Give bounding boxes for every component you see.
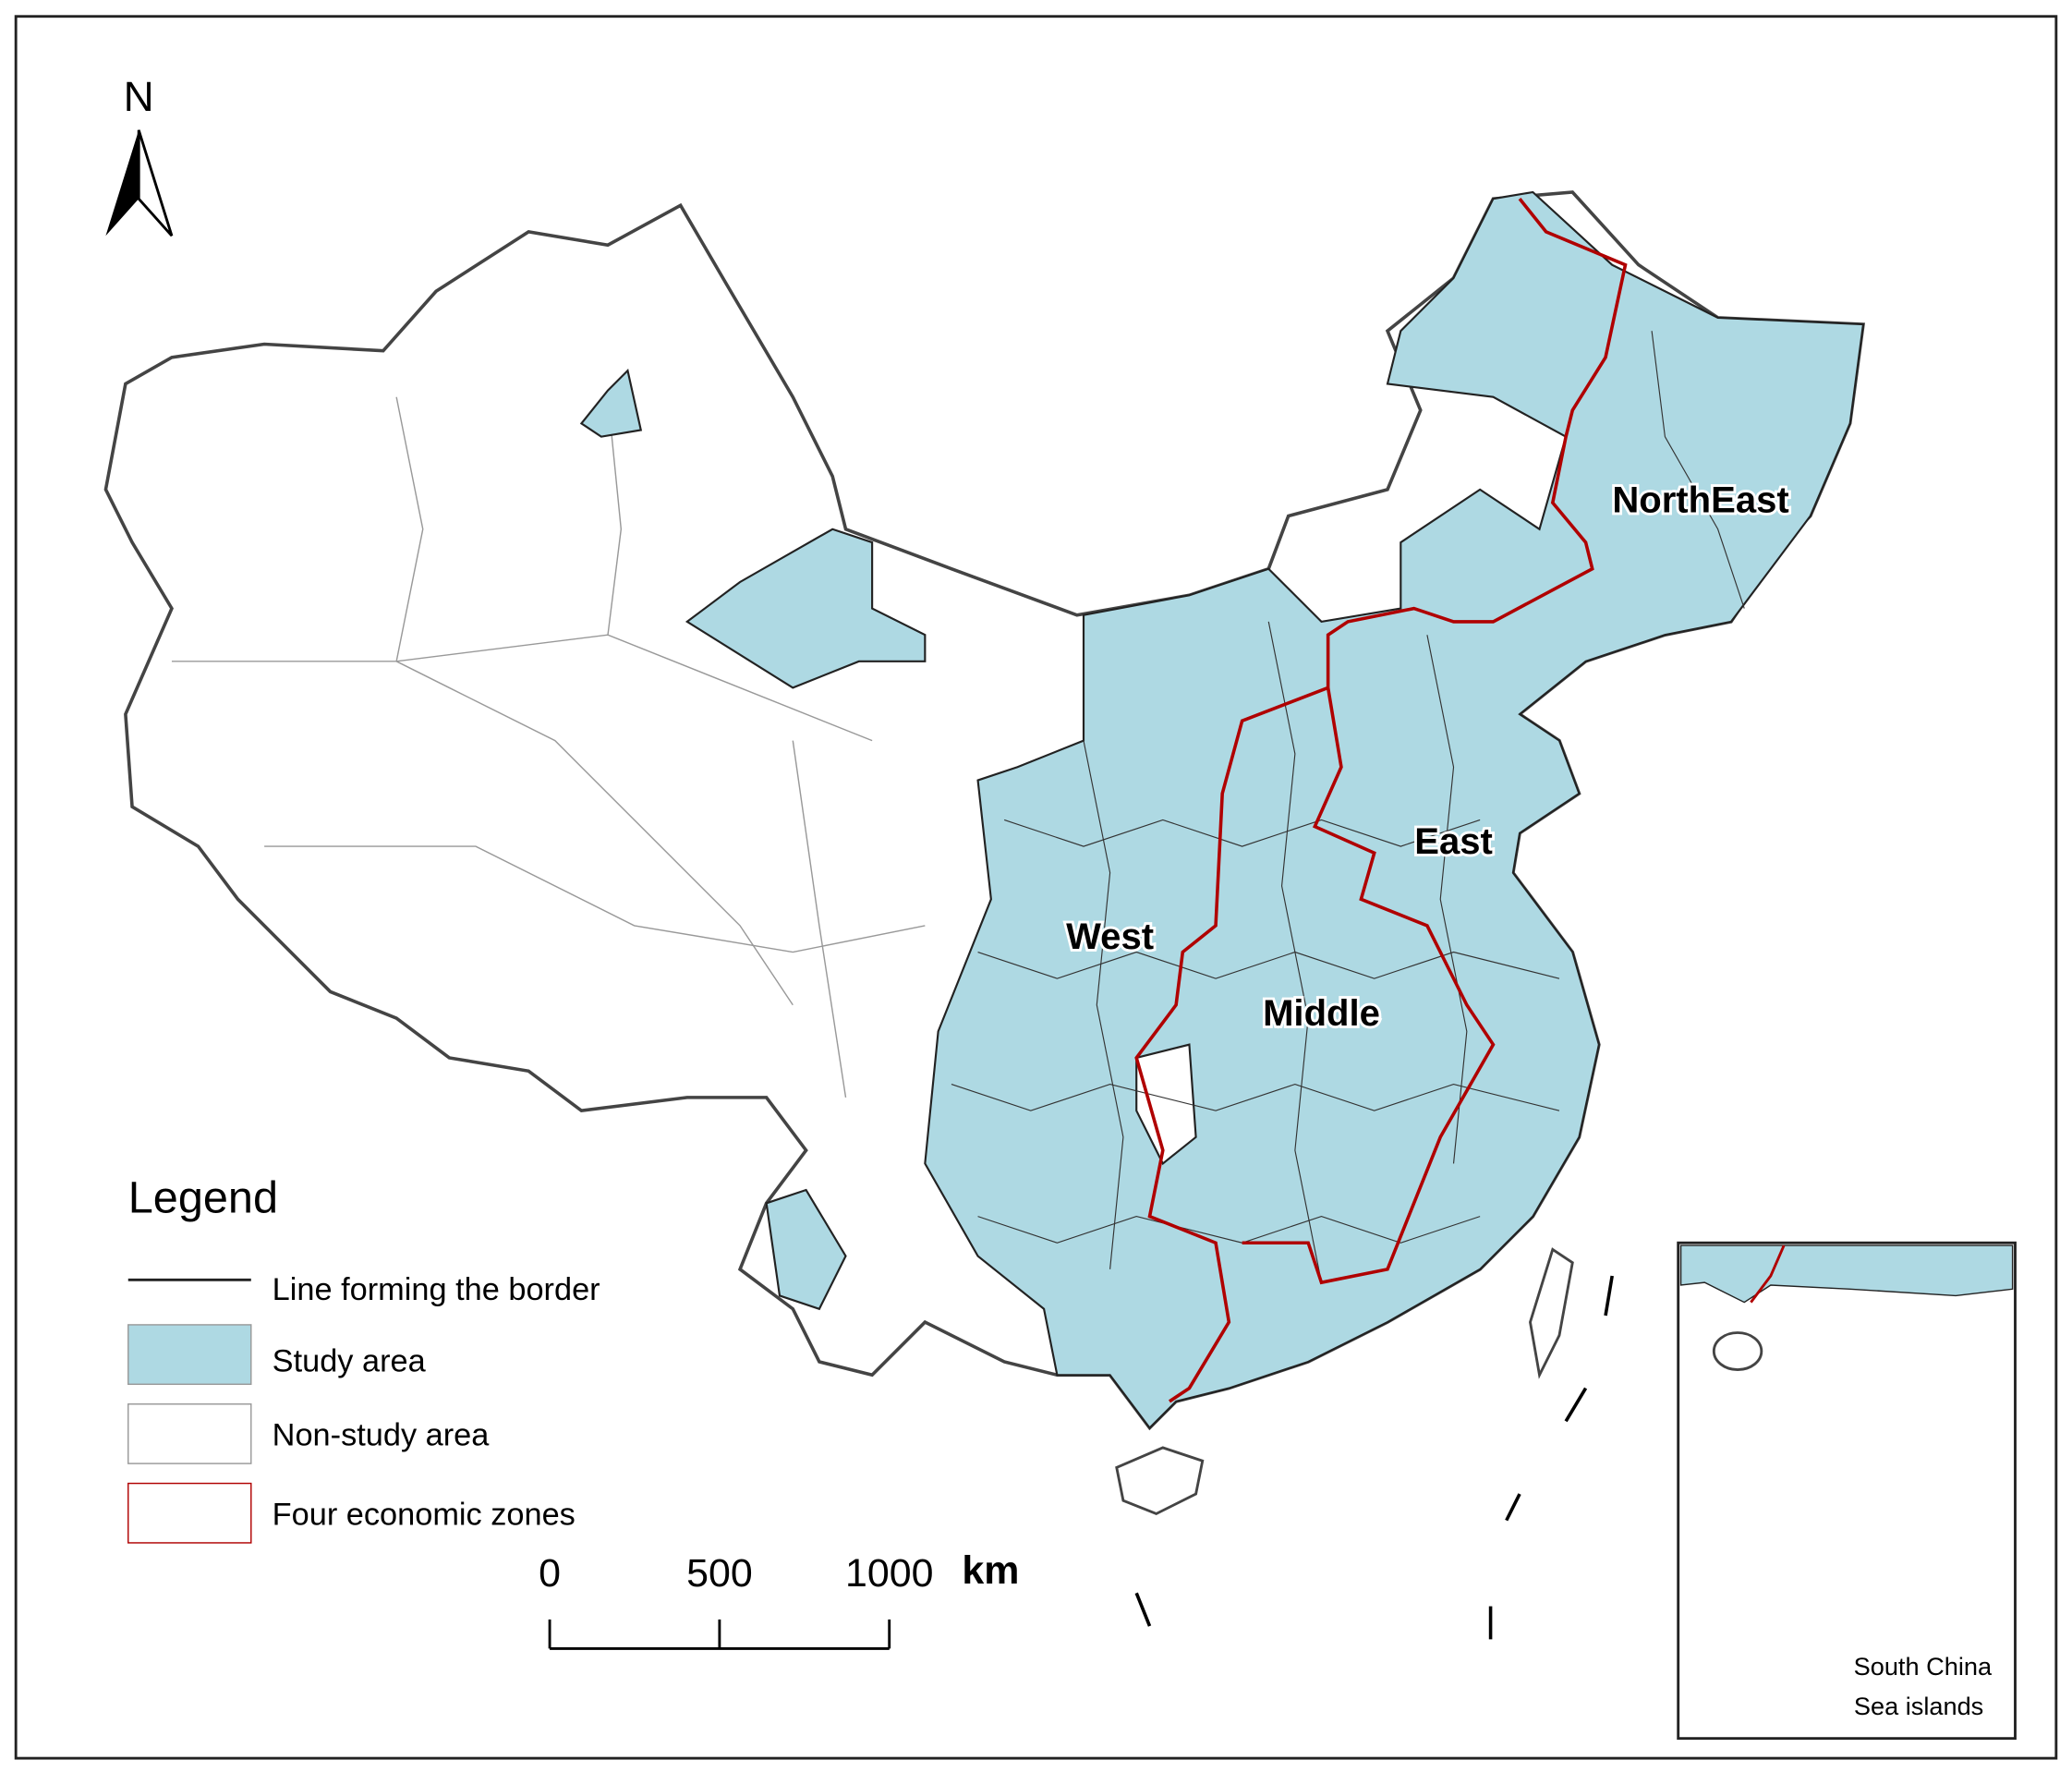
scale-bar: 0 500 1000 [539,1551,933,1650]
scale-tick-label: 0 [539,1551,561,1596]
inset-label: South China [1854,1652,1993,1681]
inset-label: Sea islands [1854,1692,1983,1720]
inset-study-area [1679,1244,2014,1304]
inset-zone-boundary [1750,1244,1786,1304]
scale-tick-label: 1000 [845,1551,933,1596]
legend-label: Line forming the border [273,1272,600,1307]
zone-boundary [1242,687,1496,1285]
legend-swatch [127,1403,252,1464]
hainan [1115,1446,1205,1516]
legend-title: Legend [128,1172,278,1222]
legend-swatch [127,1324,252,1386]
scale-unit: km [962,1548,1019,1593]
zone-boundary [1134,198,1628,1403]
zone-label: West [1066,916,1154,957]
legend-swatch [127,1482,252,1544]
prefecture-borders [951,331,1745,1283]
zone-label: NorthEast [1612,480,1788,521]
study-area [765,1188,847,1311]
zone-label: Middle [1263,993,1380,1034]
north-arrow [137,129,174,237]
north-arrow [105,129,139,237]
scale-tick-label: 500 [686,1551,753,1596]
legend-label: Four economic zones [273,1497,576,1532]
inset-frame [1677,1241,2017,1741]
sea-lines [1134,1275,1614,1640]
taiwan [1529,1247,1574,1379]
study-area [579,368,643,438]
non-study-gap [1135,1043,1197,1166]
study-area [685,528,927,689]
province-borders [171,396,926,1098]
north-label: N [124,73,154,120]
inset-hainan [1712,1331,1763,1371]
legend-label: Study area [273,1343,427,1378]
legend-label: Non-study area [273,1418,491,1453]
zone-label: East [1414,821,1493,862]
